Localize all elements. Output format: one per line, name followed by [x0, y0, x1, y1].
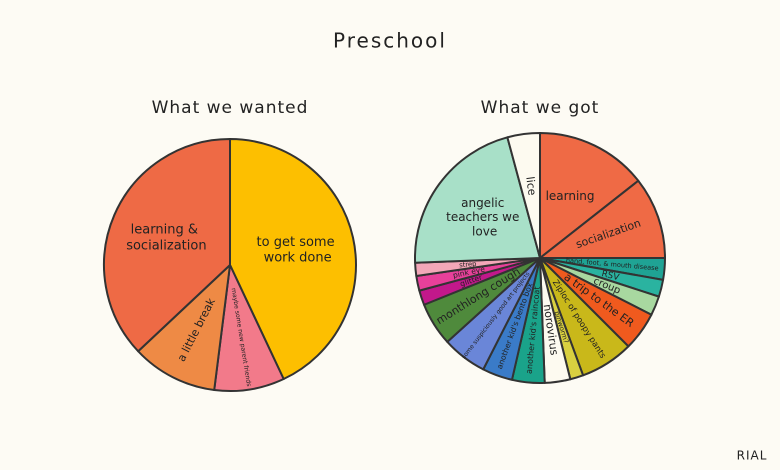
pie-slice: [229, 138, 357, 381]
slice-label: lice: [523, 176, 538, 197]
pie-slice: [103, 138, 231, 353]
slice-label: angelic teachers we love: [446, 195, 523, 238]
slice-label: strep: [459, 260, 477, 270]
pie-slice: [414, 136, 541, 264]
pie-slice: [539, 132, 640, 259]
pie-title: What we wanted: [152, 98, 309, 118]
slice-label: to get some work done: [257, 235, 339, 266]
pie-slice: [506, 132, 541, 259]
slice-label: learning: [546, 189, 595, 203]
pie-title: What we got: [481, 98, 600, 118]
pie-slice: [539, 179, 666, 259]
pie-slice: [137, 264, 231, 392]
credit: RIAL: [737, 449, 768, 463]
slice-label: learning & socialization: [126, 222, 206, 253]
title: Preschool: [333, 29, 447, 53]
